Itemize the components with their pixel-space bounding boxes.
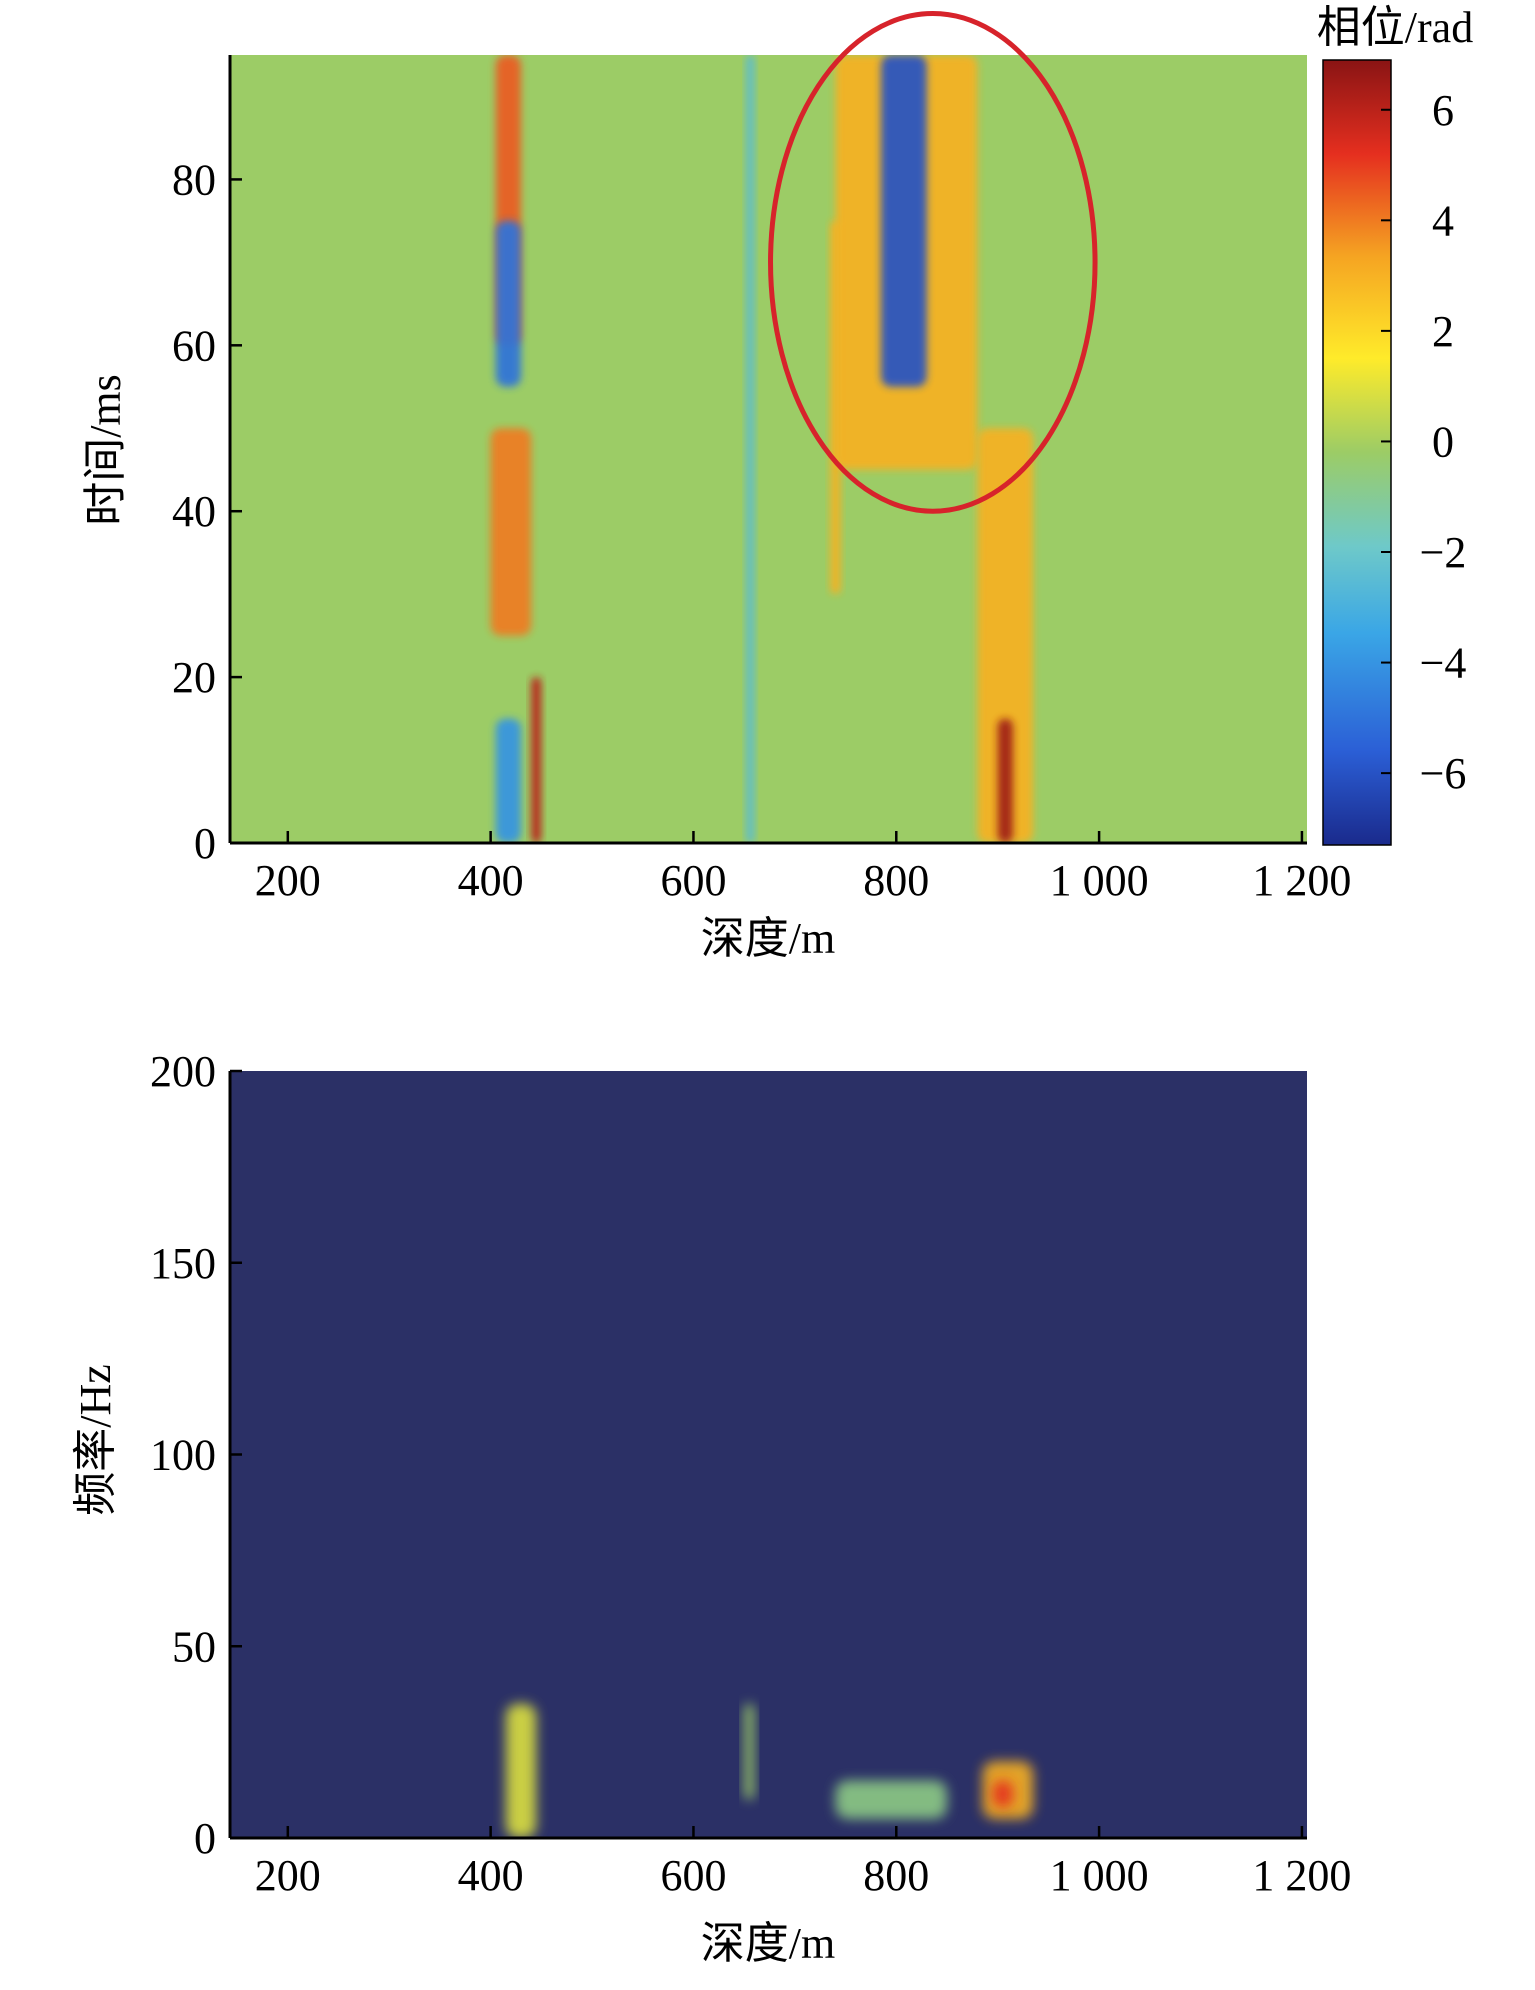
colorbar-tick-label: −6 <box>1420 749 1467 798</box>
phase-y-ticks: 0 20 40 60 80 <box>172 155 242 868</box>
phase-x-tick-label: 200 <box>255 856 321 905</box>
frequency-feature <box>992 1780 1013 1808</box>
phase-x-tick-label: 1 000 <box>1050 856 1149 905</box>
phase-feature <box>746 55 755 843</box>
frequency-y-tick-label: 100 <box>150 1431 216 1480</box>
frequency-x-ticks: 200 400 600 800 1 000 1 200 <box>255 1826 1351 1900</box>
frequency-x-tick-label: 1 200 <box>1252 1851 1351 1900</box>
phase-x-tick-label: 800 <box>863 856 929 905</box>
phase-x-tick-label: 1 200 <box>1252 856 1351 905</box>
phase-x-ticks: 200 400 600 800 1 000 1 200 <box>255 831 1351 905</box>
phase-feature <box>495 718 522 843</box>
phase-y-tick-label: 20 <box>172 653 216 702</box>
phase-x-axis-label: 深度/m <box>701 914 835 963</box>
frequency-y-tick-label: 150 <box>150 1239 216 1288</box>
phase-feature <box>490 428 532 636</box>
frequency-x-tick-label: 800 <box>863 1851 929 1900</box>
colorbar-gradient <box>1322 59 1392 846</box>
phase-feature <box>977 428 1034 843</box>
phase-y-tick-label: 40 <box>172 487 216 536</box>
frequency-y-tick-label: 200 <box>150 1047 216 1096</box>
colorbar-tick-label: −2 <box>1420 528 1467 577</box>
frequency-heatmap-features <box>505 1703 1034 1838</box>
frequency-feature <box>744 1703 755 1800</box>
phase-feature <box>881 55 927 387</box>
phase-y-tick-label: 0 <box>194 819 216 868</box>
colorbar-label: 相位/rad <box>1317 3 1473 52</box>
highlight-ellipse <box>768 11 1098 514</box>
frequency-heatmap-background <box>230 1071 1307 1838</box>
phase-feature <box>997 718 1013 843</box>
frequency-y-axis-label: 频率/Hz <box>71 1364 120 1516</box>
phase-y-axis-label: 时间/ms <box>81 374 130 526</box>
frequency-feature <box>835 1780 947 1819</box>
frequency-feature <box>505 1703 537 1838</box>
colorbar-tick-label: 0 <box>1432 417 1454 466</box>
colorbar-tick-label: 2 <box>1432 307 1454 356</box>
phase-x-tick-label: 600 <box>660 856 726 905</box>
phase-feature <box>531 677 542 843</box>
colorbar-tick-label: 6 <box>1432 86 1454 135</box>
colorbar-tick-label: −4 <box>1420 639 1467 688</box>
frequency-x-tick-label: 1 000 <box>1050 1851 1149 1900</box>
phase-feature <box>495 220 522 387</box>
phase-x-tick-label: 400 <box>458 856 524 905</box>
frequency-y-tick-label: 0 <box>194 1814 216 1863</box>
phase-colorbar: −6 −4 −2 0 2 4 6 相位/rad <box>1317 3 1473 846</box>
frequency-x-tick-label: 400 <box>458 1851 524 1900</box>
colorbar-ticks: −6 −4 −2 0 2 4 6 <box>1381 86 1466 798</box>
frequency-y-tick-label: 50 <box>172 1622 216 1671</box>
phase-y-tick-label: 80 <box>172 155 216 204</box>
phase-heatmap-background <box>230 55 1307 843</box>
frequency-x-tick-label: 600 <box>660 1851 726 1900</box>
frequency-x-axis-label: 深度/m <box>701 1919 835 1968</box>
frequency-x-tick-label: 200 <box>255 1851 321 1900</box>
frequency-heatmap-chart: 200 400 600 800 1 000 1 200 0 50 100 150 200 深度/m… <box>71 1047 1351 1968</box>
phase-heatmap-features <box>490 55 1034 843</box>
phase-y-tick-label: 60 <box>172 321 216 370</box>
colorbar-tick-label: 4 <box>1432 196 1454 245</box>
frequency-y-ticks: 0 50 100 150 200 <box>150 1047 242 1863</box>
